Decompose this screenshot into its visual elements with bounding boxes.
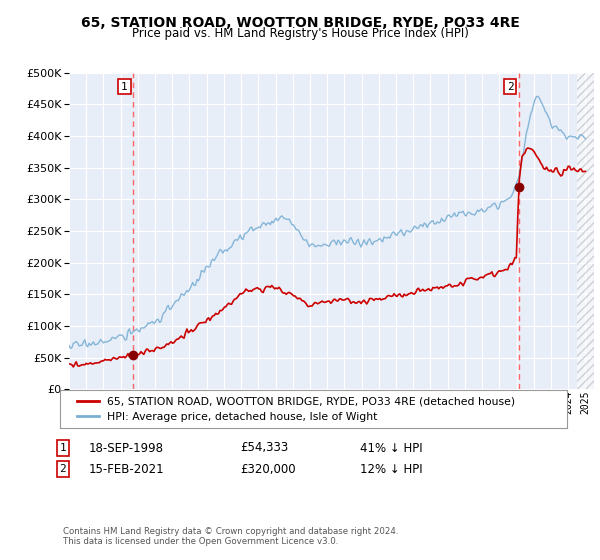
Text: 1: 1	[59, 443, 67, 453]
Text: 41% ↓ HPI: 41% ↓ HPI	[360, 441, 422, 455]
Legend: 65, STATION ROAD, WOOTTON BRIDGE, RYDE, PO33 4RE (detached house), HPI: Average : 65, STATION ROAD, WOOTTON BRIDGE, RYDE, …	[70, 390, 522, 428]
Text: £320,000: £320,000	[240, 463, 296, 476]
Text: 65, STATION ROAD, WOOTTON BRIDGE, RYDE, PO33 4RE: 65, STATION ROAD, WOOTTON BRIDGE, RYDE, …	[80, 16, 520, 30]
Text: 2: 2	[506, 82, 514, 92]
Text: £54,333: £54,333	[240, 441, 288, 455]
Text: 18-SEP-1998: 18-SEP-1998	[89, 441, 164, 455]
Polygon shape	[577, 73, 594, 389]
Text: 12% ↓ HPI: 12% ↓ HPI	[360, 463, 422, 476]
Text: Contains HM Land Registry data © Crown copyright and database right 2024.
This d: Contains HM Land Registry data © Crown c…	[63, 526, 398, 546]
Text: 2: 2	[59, 464, 67, 474]
Text: Price paid vs. HM Land Registry's House Price Index (HPI): Price paid vs. HM Land Registry's House …	[131, 27, 469, 40]
Text: 15-FEB-2021: 15-FEB-2021	[89, 463, 164, 476]
Text: 1: 1	[121, 82, 128, 92]
